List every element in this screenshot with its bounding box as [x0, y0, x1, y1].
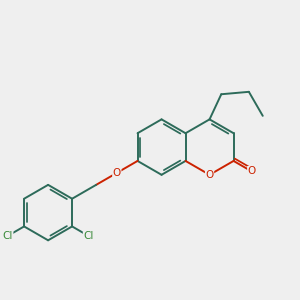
Text: O: O [248, 167, 256, 176]
Text: Cl: Cl [83, 231, 94, 241]
Text: O: O [113, 168, 121, 178]
Text: O: O [206, 170, 214, 180]
Text: Cl: Cl [2, 231, 13, 241]
